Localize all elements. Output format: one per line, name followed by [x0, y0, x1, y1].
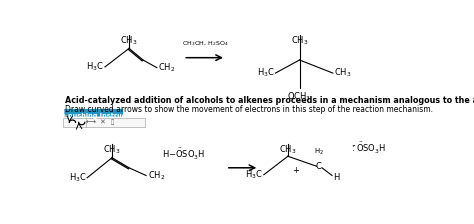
FancyBboxPatch shape	[63, 118, 145, 127]
Text: C: C	[316, 162, 322, 171]
Text: H$_3$C: H$_3$C	[86, 61, 104, 73]
Text: CH$_2$: CH$_2$	[147, 169, 165, 182]
Text: $\bar{:}\ddot{\mathrm{O}}$SO$_3$H: $\bar{:}\ddot{\mathrm{O}}$SO$_3$H	[350, 141, 386, 156]
Text: Acid-catalyzed addition of alcohols to alkenes proceeds in a mechanism analogous: Acid-catalyzed addition of alcohols to a…	[64, 96, 474, 105]
Text: +: +	[292, 166, 299, 174]
Text: H$_3$C: H$_3$C	[69, 172, 86, 184]
Text: 🗑: 🗑	[110, 120, 114, 125]
Text: Arrow-pushing Instructions: Arrow-pushing Instructions	[43, 113, 144, 119]
Text: CH$_3$: CH$_3$	[334, 67, 352, 79]
Text: CH$_3$: CH$_3$	[120, 34, 138, 47]
Text: CH$_2$: CH$_2$	[158, 61, 176, 74]
Text: ✕: ✕	[99, 119, 105, 125]
Text: CH$_3$: CH$_3$	[103, 143, 121, 156]
Text: OCH$_3$: OCH$_3$	[287, 91, 311, 103]
Text: H$_3$C: H$_3$C	[245, 168, 263, 181]
Text: H$_3$C: H$_3$C	[257, 67, 275, 79]
Text: CH$_3$OH, H$_2$SO$_4$: CH$_3$OH, H$_2$SO$_4$	[182, 40, 228, 48]
Text: CH$_3$: CH$_3$	[291, 34, 308, 47]
Text: CH$_3$: CH$_3$	[279, 143, 297, 156]
Text: H: H	[333, 172, 339, 181]
Text: H$-\ddot{\mathrm{O}}$SO$_3$H: H$-\ddot{\mathrm{O}}$SO$_3$H	[162, 146, 206, 162]
Text: ⟷: ⟷	[85, 119, 95, 125]
FancyBboxPatch shape	[64, 109, 123, 116]
Text: Draw curved arrows to show the movement of electrons in this step of the reactio: Draw curved arrows to show the movement …	[64, 106, 433, 114]
Text: H$_2$: H$_2$	[314, 147, 324, 157]
